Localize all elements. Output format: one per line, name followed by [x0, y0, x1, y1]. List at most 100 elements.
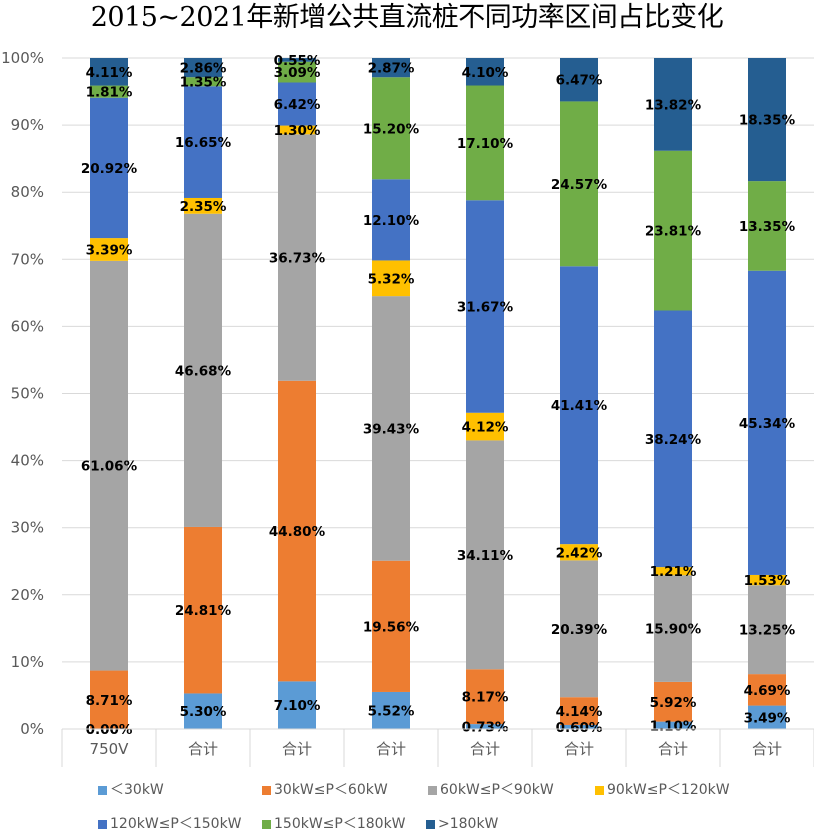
bar-segment [90, 260, 128, 671]
data-label: 3.09% [274, 65, 321, 81]
bar-segment [90, 58, 128, 86]
data-label: 6.47% [556, 73, 603, 89]
bar-segment [654, 567, 692, 576]
legend-item[interactable]: 90kW≤P＜120kW [595, 782, 730, 798]
bar-segment [90, 670, 128, 729]
bar-segment [466, 724, 504, 729]
data-label: 5.52% [368, 703, 415, 719]
y-tick-label: 100% [1, 49, 44, 67]
data-label: 0.73% [462, 720, 509, 736]
data-label: 1.10% [650, 718, 697, 734]
legend-item[interactable]: 30kW≤P＜60kW [262, 782, 388, 798]
data-label: 8.71% [86, 693, 133, 709]
y-tick-label: 0% [20, 720, 44, 738]
chart-title: 2015~2021年新增公共直流桩不同功率区间占比变化 [90, 2, 724, 33]
data-label: 38.24% [645, 432, 702, 448]
bar-segment [748, 270, 786, 575]
data-label: 1.81% [86, 85, 133, 101]
legend-label: 90kW≤P＜120kW [607, 782, 730, 798]
bar-segment [372, 260, 410, 297]
bar-segment [466, 440, 504, 670]
bar-segment [560, 101, 598, 267]
data-label: 13.35% [739, 219, 796, 235]
y-axis: 0% 10% 20% 30% 40% 50% 60% 70% 80% 90% 100% [1, 49, 44, 738]
legend-item[interactable]: >180kW [426, 816, 499, 832]
data-label: 36.73% [269, 251, 326, 267]
bar-segment [184, 58, 222, 78]
y-tick-label: 10% [11, 653, 44, 671]
legend-label: 60kW≤P＜90kW [440, 782, 554, 798]
bar-segment [466, 85, 504, 201]
data-label: 34.11% [457, 548, 514, 564]
bar-segment [278, 125, 316, 135]
x-tick-label: 合计 [188, 740, 218, 758]
data-label: 61.06% [81, 459, 138, 475]
legend: ＜30kW 30kW≤P＜60kW 60kW≤P＜90kW 90kW≤P＜120kW 1… [98, 782, 730, 832]
x-axis: 750V 合计 合计 合计 合计 合计 合计 合计 [61, 728, 814, 767]
bar-segment [184, 526, 222, 694]
bar-segment [560, 544, 598, 561]
bars [90, 58, 786, 729]
data-label: 24.57% [551, 177, 608, 193]
data-label: 20.39% [551, 622, 608, 638]
data-label: 23.81% [645, 224, 702, 240]
data-label: 2.35% [180, 199, 227, 215]
legend-swatch [262, 820, 271, 829]
data-label: 15.90% [645, 622, 702, 638]
y-tick-label: 70% [11, 250, 44, 268]
data-label: 5.32% [368, 271, 415, 287]
bar-segment [560, 697, 598, 725]
data-label: 0.00% [86, 722, 133, 738]
legend-item[interactable]: 60kW≤P＜90kW [428, 782, 554, 798]
bar-segment [654, 310, 692, 568]
data-labels: 0.00% 8.71% 61.06% 3.39% 20.92% 1.81% 4.11% 5.3… [81, 53, 796, 738]
bar-segment [654, 575, 692, 682]
bar-segment [466, 200, 504, 413]
data-label: 20.92% [81, 161, 138, 177]
legend-swatch [98, 820, 107, 829]
x-tick-label: 合计 [470, 740, 500, 758]
data-label: 4.10% [462, 65, 509, 81]
data-label: 44.80% [269, 524, 326, 540]
bar-segment [278, 681, 316, 729]
bar-segment [560, 266, 598, 545]
data-label: 2.42% [556, 545, 603, 561]
legend-label: 150kW≤P＜180kW [274, 816, 406, 832]
bar-segment [748, 705, 786, 729]
data-label: 0.60% [556, 720, 603, 736]
data-label: 17.10% [457, 136, 514, 152]
bar-segment [184, 213, 222, 527]
data-label: 2.86% [180, 61, 227, 77]
data-label: 3.49% [744, 710, 791, 726]
data-label: 3.39% [86, 242, 133, 258]
legend-label: 30kW≤P＜60kW [274, 782, 388, 798]
bar-segment [278, 82, 316, 126]
y-tick-label: 20% [11, 586, 44, 604]
bar-segment [90, 97, 128, 239]
bar-segment [278, 61, 316, 83]
bar-segment [372, 58, 410, 78]
data-label: 4.11% [86, 65, 133, 81]
bar-segment [748, 674, 786, 706]
bar-segment [372, 691, 410, 729]
data-label: 8.17% [462, 690, 509, 706]
data-label: 24.81% [175, 603, 232, 619]
bar-segment [184, 77, 222, 87]
data-label: 46.68% [175, 363, 232, 379]
data-label: 13.25% [739, 623, 796, 639]
data-label: 15.20% [363, 121, 420, 137]
data-label: 4.12% [462, 420, 509, 436]
data-label: 4.14% [556, 704, 603, 720]
bar-segment [466, 58, 504, 86]
bar-segment [748, 181, 786, 271]
legend-item[interactable]: ＜30kW [98, 782, 164, 798]
legend-item[interactable]: 120kW≤P＜150kW [98, 816, 242, 832]
data-label: 1.21% [650, 564, 697, 580]
legend-item[interactable]: 150kW≤P＜180kW [262, 816, 406, 832]
bar-segment [466, 412, 504, 441]
bar-segment [90, 238, 128, 261]
legend-label: ＜30kW [110, 782, 164, 798]
data-label: 19.56% [363, 619, 420, 635]
x-tick-label: 合计 [752, 740, 782, 758]
data-label: 31.67% [457, 300, 514, 316]
